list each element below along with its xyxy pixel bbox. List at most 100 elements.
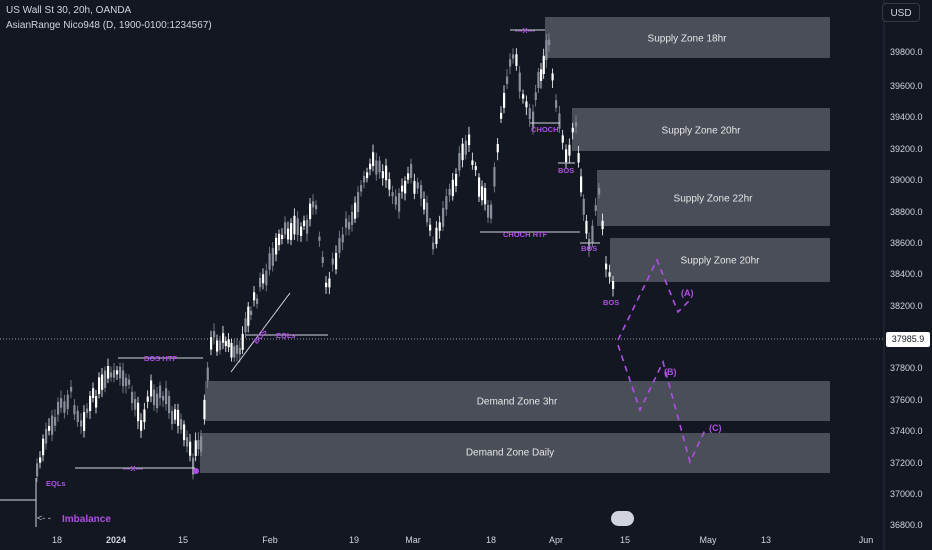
diag-trend-line: [230, 292, 291, 373]
candle-body: [416, 182, 419, 189]
candle-body: [315, 205, 318, 210]
candle-body: [432, 242, 435, 250]
candle-body: [534, 92, 537, 101]
time-tick: Jun: [858, 535, 874, 545]
candle-body: [238, 347, 241, 355]
candle-body: [39, 457, 42, 463]
candle-body: [328, 278, 331, 288]
candle-body: [551, 73, 554, 81]
candle-body: [378, 160, 381, 173]
candle-body: [391, 192, 394, 197]
candle-body: [92, 388, 95, 398]
eqls-top-label: EQLs: [276, 331, 296, 340]
candle-body: [42, 438, 45, 456]
candle-body: [506, 76, 509, 85]
candle-body: [394, 196, 397, 205]
candle-body: [357, 192, 360, 212]
candle-body: [345, 218, 348, 228]
candle-body: [192, 457, 195, 475]
candle-body: [143, 409, 146, 423]
price-tick: 38400.0: [890, 269, 923, 279]
candle-body: [481, 186, 484, 201]
candle-body: [177, 409, 180, 426]
candle-body: [601, 220, 604, 230]
candle-body: [116, 370, 119, 375]
candle-body: [532, 111, 535, 129]
candle-body: [423, 199, 426, 210]
candle-body: [150, 380, 153, 397]
candle-body: [140, 420, 143, 431]
price-tick: 38600.0: [890, 238, 923, 248]
bos-label-2: BOS: [581, 244, 598, 253]
candle-body: [290, 223, 293, 240]
candle-body: [518, 72, 521, 92]
candle-body: [156, 393, 159, 409]
candle-body: [455, 173, 458, 187]
candle-body: [372, 152, 375, 166]
candle-body: [381, 171, 384, 179]
candle-body: [45, 428, 48, 444]
price-tick: 39200.0: [890, 144, 923, 154]
scroll-to-realtime-button[interactable]: [611, 511, 634, 526]
candle-body: [522, 94, 525, 99]
candle-body: [95, 396, 98, 408]
candle-body: [125, 377, 128, 387]
candle-body: [253, 292, 256, 301]
candle-body: [271, 248, 274, 266]
supply-zone-22hr: [597, 170, 830, 226]
candle-body: [194, 440, 197, 457]
choch-label: CHOCH: [531, 125, 559, 134]
candle-body: [128, 379, 131, 385]
supply-zone-20hr-a: [572, 108, 830, 151]
candle-body: [137, 402, 140, 422]
candle-body: [189, 441, 192, 456]
candle-body: [401, 185, 404, 192]
symbol-title[interactable]: US Wall St 30, 20h, OANDA: [6, 5, 132, 16]
price-tick: 37000.0: [890, 489, 923, 499]
price-tick: 38800.0: [890, 207, 923, 217]
time-tick: 13: [760, 535, 772, 545]
candle-body: [183, 424, 186, 441]
candle-body: [591, 225, 594, 243]
projected-wave-path: [617, 258, 691, 341]
price-tick: 37600.0: [890, 395, 923, 405]
candle-body: [210, 337, 213, 350]
candle-body: [487, 204, 490, 218]
bos-htf-label: BOS HTF: [144, 354, 177, 363]
candle-body: [413, 180, 416, 194]
candle-body: [363, 175, 366, 183]
candle-body: [219, 340, 222, 351]
candle-body: [438, 222, 441, 231]
candle-body: [464, 140, 467, 155]
candle-body: [585, 220, 588, 234]
x-top-label: ---X---: [515, 26, 535, 35]
candle-body: [525, 101, 528, 108]
candle-body: [268, 253, 271, 270]
wave-b-label: (B): [664, 367, 677, 377]
candle-body: [474, 165, 477, 171]
candle-body: [420, 185, 423, 199]
candle-body: [174, 409, 177, 420]
candle-body: [354, 202, 357, 219]
demand-zone-3hr: [205, 381, 830, 421]
time-tick: 15: [177, 535, 189, 545]
candle-body: [60, 398, 63, 408]
supply-zone-18hr: [545, 17, 830, 58]
candle-body: [86, 408, 89, 413]
indicator-title[interactable]: AsianRange Nico948 (D, 1900-0100:1234567…: [6, 20, 212, 31]
candle-body: [545, 40, 548, 61]
time-tick: Feb: [262, 535, 278, 545]
candle-body: [222, 333, 225, 343]
currency-button[interactable]: USD: [882, 3, 920, 22]
candle-body: [385, 165, 388, 181]
candle-body: [558, 113, 561, 129]
price-tick: 38200.0: [890, 301, 923, 311]
candle-body: [325, 282, 328, 288]
candle-body: [537, 71, 540, 88]
candle-body: [442, 208, 445, 227]
candle-body: [366, 172, 369, 179]
candle-body: [348, 221, 351, 230]
candle-body: [206, 367, 209, 381]
candle-body: [213, 331, 216, 338]
